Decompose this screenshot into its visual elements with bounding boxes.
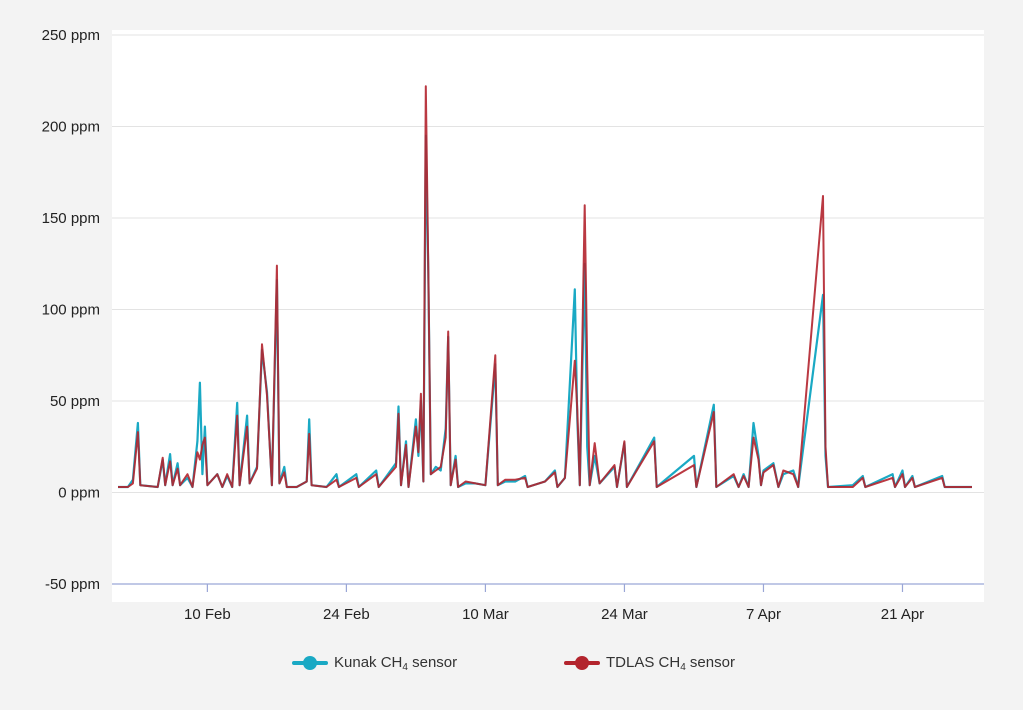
x-tick-label: 10 Mar xyxy=(462,606,509,623)
x-tick-label: 24 Feb xyxy=(323,606,370,623)
legend-label-kunak: Kunak CH4 sensor xyxy=(334,653,458,673)
legend-label-tdlas: TDLAS CH4 sensor xyxy=(606,653,735,673)
y-tick-label: 100 ppm xyxy=(42,302,100,319)
y-tick-label: 0 ppm xyxy=(58,485,100,502)
series-line-tdlas xyxy=(118,85,972,488)
legend-item-tdlas[interactable]: TDLAS CH4 sensor xyxy=(564,648,735,678)
series-lines xyxy=(118,85,972,489)
grid-lines xyxy=(112,34,984,585)
x-axis-ticks: 10 Feb 24 Feb 10 Mar 24 Mar 7 Apr 21 Apr xyxy=(184,584,924,623)
legend: Kunak CH4 sensor TDLAS CH4 sensor xyxy=(0,648,1023,678)
y-tick-label: 250 ppm xyxy=(42,27,100,44)
y-tick-label: -50 ppm xyxy=(45,576,100,593)
y-tick-label: 50 ppm xyxy=(50,393,100,410)
plot-area xyxy=(112,30,984,602)
y-tick-label: 150 ppm xyxy=(42,210,100,227)
legend-item-kunak[interactable]: Kunak CH4 sensor xyxy=(292,648,457,678)
x-tick-label: 21 Apr xyxy=(881,606,924,623)
y-axis-ticks: 250 ppm 200 ppm 150 ppm 100 ppm 50 ppm 0 ppm -… xyxy=(42,27,100,593)
legend-swatch-kunak xyxy=(292,656,328,670)
y-tick-label: 200 ppm xyxy=(42,119,100,136)
legend-swatch-tdlas xyxy=(564,656,600,670)
x-tick-label: 10 Feb xyxy=(184,606,231,623)
x-tick-label: 24 Mar xyxy=(601,606,648,623)
line-chart: 250 ppm 200 ppm 150 ppm 100 ppm 50 ppm 0 ppm -… xyxy=(42,27,984,623)
x-tick-label: 7 Apr xyxy=(746,606,781,623)
